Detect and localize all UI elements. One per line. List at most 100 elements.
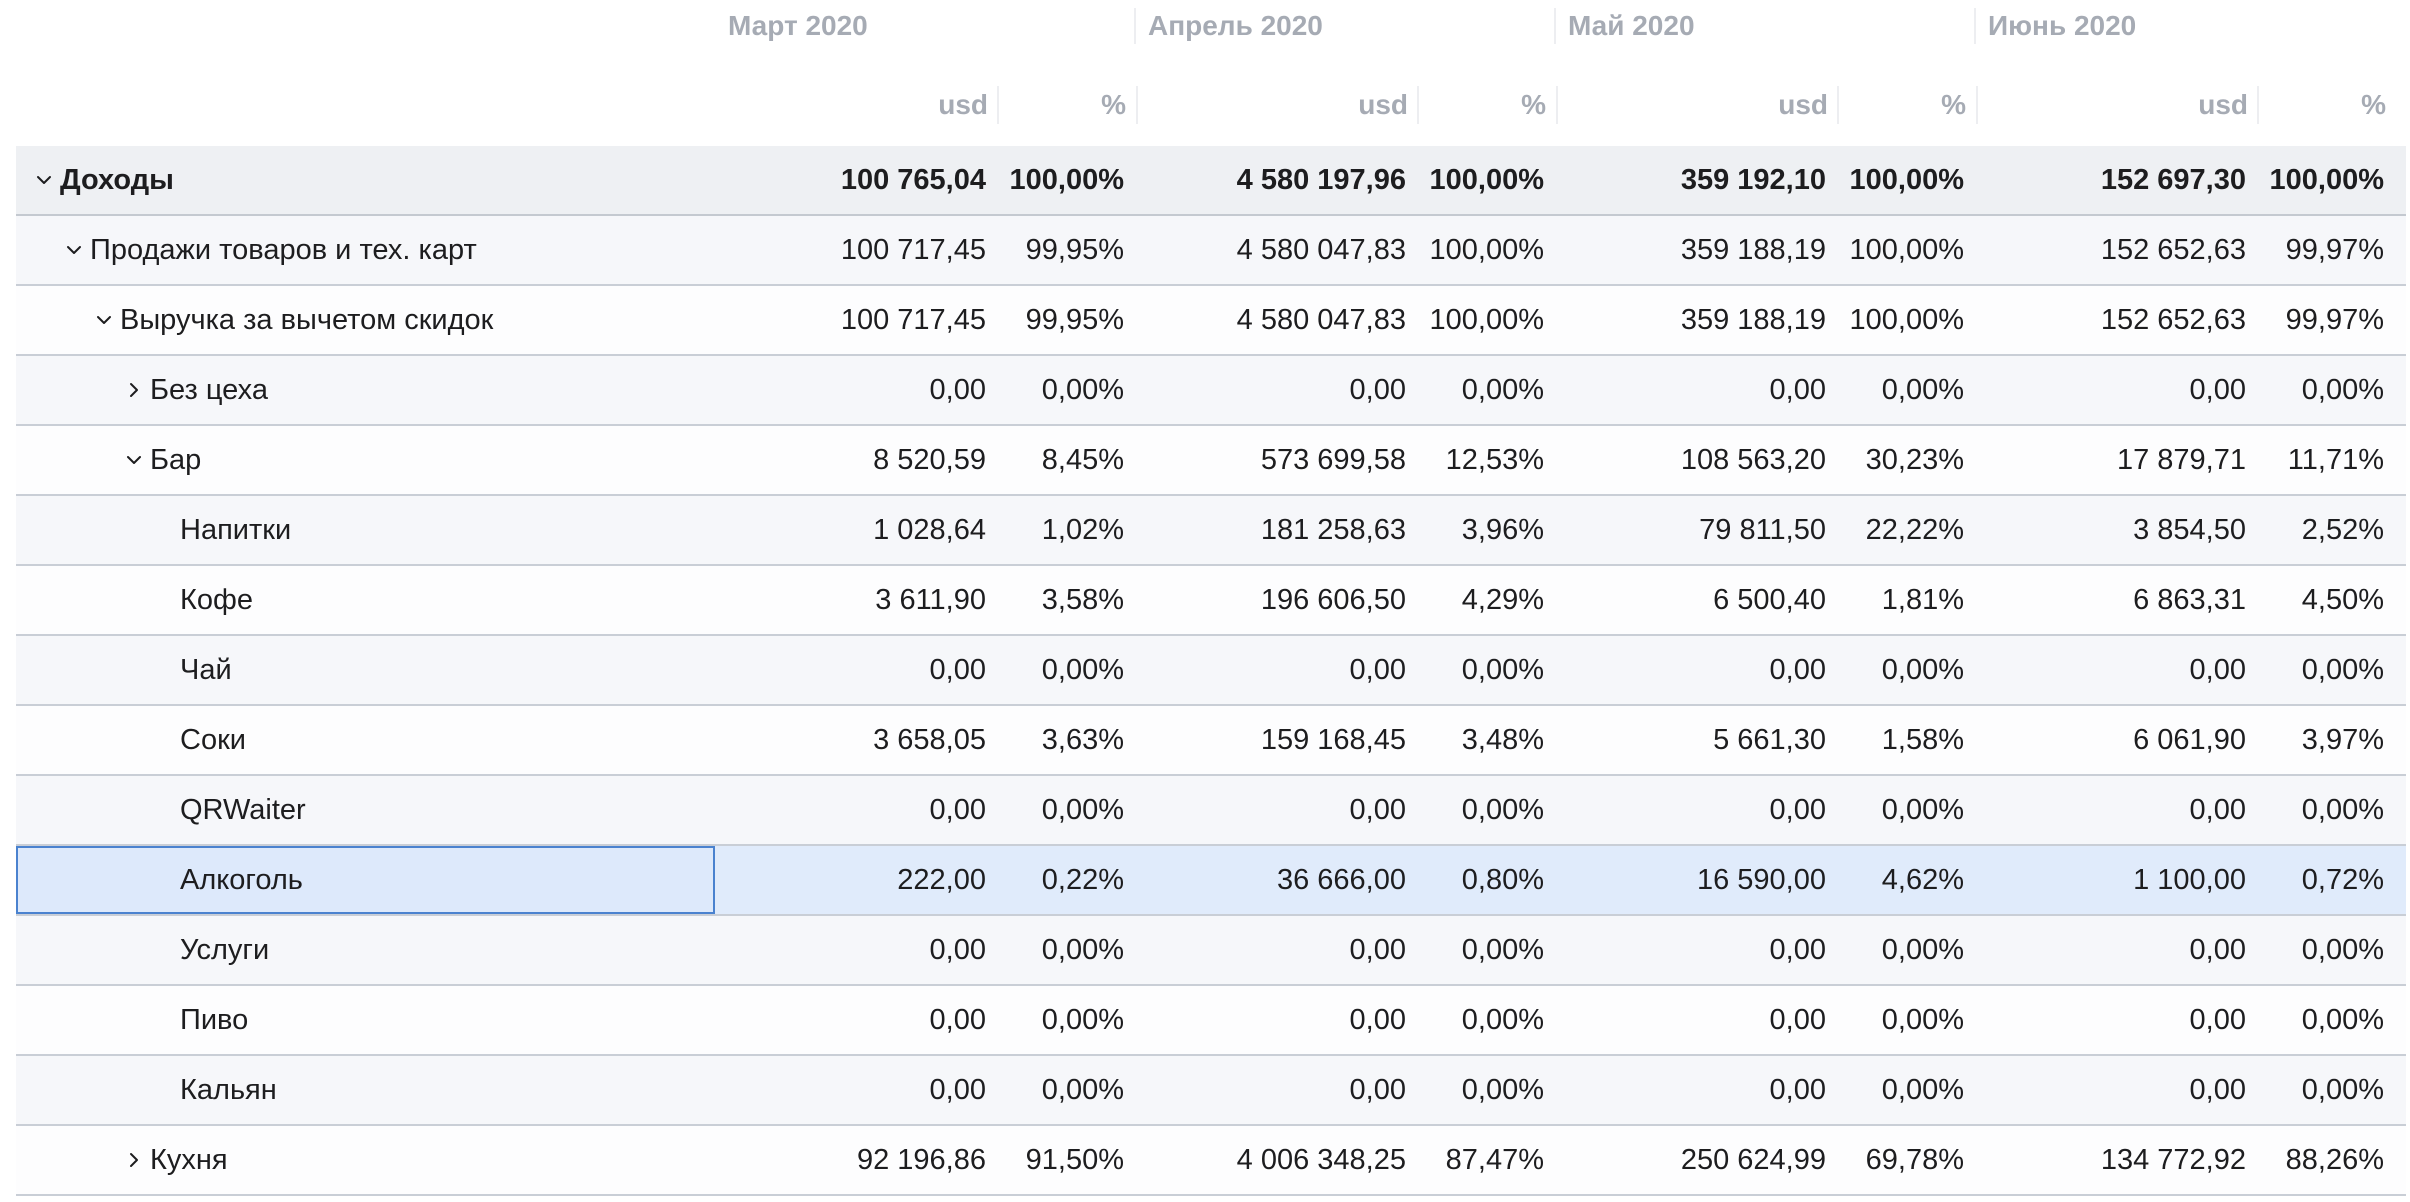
chevron-down-icon[interactable] [60, 236, 88, 264]
table-row[interactable]: Услуги 0,00 0,00% 0,00 0,00% 0,00 0,00% 0,00 0,0… [16, 916, 2406, 986]
amount-cell[interactable]: 0,00 [929, 1074, 986, 1106]
percent-cell[interactable]: 3,63% [1041, 724, 1124, 756]
row-label-cell[interactable]: Алкоголь [16, 846, 715, 914]
row-label-cell[interactable]: Кофе [16, 566, 715, 634]
amount-cell[interactable]: 0,00 [929, 374, 986, 406]
percent-cell[interactable]: 0,00% [1461, 1004, 1544, 1036]
percent-cell[interactable]: 0,00% [1461, 794, 1544, 826]
amount-cell[interactable]: 0,00 [2189, 1074, 2246, 1106]
percent-cell[interactable]: 0,00% [1881, 934, 1964, 966]
amount-cell[interactable]: 152 652,63 [2100, 234, 2246, 266]
percent-cell[interactable]: 100,00% [2269, 164, 2385, 196]
amount-column-header[interactable]: usd [1358, 89, 1408, 120]
percent-cell[interactable]: 100,00% [1009, 164, 1125, 196]
table-row[interactable]: Чай 0,00 0,00% 0,00 0,00% 0,00 0,00% 0,00 0,00% [16, 636, 2406, 706]
percent-cell[interactable]: 4,62% [1881, 864, 1964, 896]
row-label-cell[interactable]: Соки [16, 706, 715, 774]
percent-cell[interactable]: 87,47% [1445, 1144, 1544, 1176]
amount-cell[interactable]: 16 590,00 [1696, 864, 1826, 896]
row-label-cell[interactable]: Кухня [16, 1126, 715, 1194]
amount-cell[interactable]: 17 879,71 [2116, 444, 2246, 476]
amount-cell[interactable]: 0,00 [1349, 374, 1406, 406]
percent-cell[interactable]: 100,00% [1849, 164, 1965, 196]
percent-cell[interactable]: 0,00% [2301, 1074, 2384, 1106]
amount-cell[interactable]: 134 772,92 [2100, 1144, 2246, 1176]
amount-cell[interactable]: 4 580 197,96 [1236, 164, 1406, 196]
amount-cell[interactable]: 0,00 [929, 934, 986, 966]
amount-cell[interactable]: 0,00 [2189, 374, 2246, 406]
percent-cell[interactable]: 0,22% [1041, 864, 1124, 896]
amount-cell[interactable]: 5 661,30 [1713, 724, 1826, 756]
amount-cell[interactable]: 196 606,50 [1260, 584, 1406, 616]
percent-cell[interactable]: 1,02% [1041, 514, 1124, 546]
amount-cell[interactable]: 0,00 [2189, 794, 2246, 826]
amount-cell[interactable]: 0,00 [1349, 794, 1406, 826]
amount-cell[interactable]: 1 100,00 [2133, 864, 2246, 896]
amount-cell[interactable]: 0,00 [1769, 1004, 1826, 1036]
month-header-1[interactable]: Март 2020 [728, 10, 868, 41]
percent-cell[interactable]: 0,00% [1041, 934, 1124, 966]
percent-cell[interactable]: 100,00% [1849, 234, 1965, 266]
amount-cell[interactable]: 6 061,90 [2133, 724, 2246, 756]
row-label-cell[interactable]: Выручка за вычетом скидок [16, 286, 715, 354]
percent-cell[interactable]: 99,95% [1025, 234, 1124, 266]
percent-cell[interactable]: 4,29% [1461, 584, 1544, 616]
percent-cell[interactable]: 0,00% [1461, 374, 1544, 406]
table-row[interactable]: Выручка за вычетом скидок 100 717,45 99,95… [16, 286, 2406, 356]
amount-cell[interactable]: 108 563,20 [1680, 444, 1826, 476]
chevron-down-icon[interactable] [30, 166, 58, 194]
row-label-cell[interactable]: Без цеха [16, 356, 715, 424]
row-label-cell[interactable]: QRWaiter [16, 776, 715, 844]
percent-cell[interactable]: 0,00% [1881, 374, 1964, 406]
row-label-cell[interactable]: Кальян [16, 1056, 715, 1124]
percent-cell[interactable]: 3,96% [1461, 514, 1544, 546]
amount-cell[interactable]: 250 624,99 [1680, 1144, 1826, 1176]
percent-cell[interactable]: 100,00% [1429, 304, 1545, 336]
amount-cell[interactable]: 0,00 [1769, 934, 1826, 966]
amount-cell[interactable]: 6 863,31 [2133, 584, 2246, 616]
percent-cell[interactable]: 4,50% [2301, 584, 2384, 616]
amount-cell[interactable]: 100 717,45 [840, 304, 986, 336]
chevron-down-icon[interactable] [120, 446, 148, 474]
table-row[interactable]: Кофе 3 611,90 3,58% 196 606,50 4,29% 6 500,40… [16, 566, 2406, 636]
row-label-cell[interactable]: Услуги [16, 916, 715, 984]
chevron-down-icon[interactable] [90, 306, 118, 334]
amount-column-header[interactable]: usd [938, 89, 988, 120]
amount-cell[interactable]: 79 811,50 [1699, 514, 1826, 546]
table-row[interactable]: Алкоголь 222,00 0,22% 36 666,00 0,80% 16 590,… [16, 846, 2406, 916]
percent-cell[interactable]: 0,00% [1041, 794, 1124, 826]
amount-cell[interactable]: 0,00 [1769, 1074, 1826, 1106]
percent-cell[interactable]: 0,00% [1461, 934, 1544, 966]
amount-cell[interactable]: 3 854,50 [2133, 514, 2246, 546]
percent-column-header[interactable]: % [1521, 89, 1546, 120]
percent-cell[interactable]: 88,26% [2285, 1144, 2384, 1176]
amount-cell[interactable]: 0,00 [1349, 654, 1406, 686]
table-row[interactable]: Доходы 100 765,04 100,00% 4 580 197,96 100,0… [16, 146, 2406, 216]
amount-cell[interactable]: 6 500,40 [1713, 584, 1826, 616]
amount-cell[interactable]: 573 699,58 [1260, 444, 1406, 476]
amount-cell[interactable]: 0,00 [929, 654, 986, 686]
table-row[interactable]: Бар 8 520,59 8,45% 573 699,58 12,53% 108 563,… [16, 426, 2406, 496]
percent-cell[interactable]: 22,22% [1865, 514, 1964, 546]
percent-cell[interactable]: 0,80% [1461, 864, 1544, 896]
percent-cell[interactable]: 100,00% [1849, 304, 1965, 336]
amount-cell[interactable]: 4 580 047,83 [1236, 234, 1406, 266]
percent-cell[interactable]: 0,00% [1461, 1074, 1544, 1106]
table-row[interactable]: Пиво 0,00 0,00% 0,00 0,00% 0,00 0,00% 0,00 0,00% [16, 986, 2406, 1056]
amount-cell[interactable]: 4 580 047,83 [1236, 304, 1406, 336]
amount-cell[interactable]: 0,00 [1349, 1004, 1406, 1036]
percent-cell[interactable]: 69,78% [1865, 1144, 1964, 1176]
table-row[interactable]: Без цеха 0,00 0,00% 0,00 0,00% 0,00 0,00% 0,00 0… [16, 356, 2406, 426]
amount-cell[interactable]: 0,00 [929, 1004, 986, 1036]
table-row[interactable]: Кухня 92 196,86 91,50% 4 006 348,25 87,47% 25… [16, 1126, 2406, 1196]
amount-cell[interactable]: 0,00 [1349, 1074, 1406, 1106]
row-label-cell[interactable]: Напитки [16, 496, 715, 564]
row-label-cell[interactable]: Чай [16, 636, 715, 704]
percent-cell[interactable]: 99,95% [1025, 304, 1124, 336]
table-row[interactable]: QRWaiter 0,00 0,00% 0,00 0,00% 0,00 0,00% 0,00 0… [16, 776, 2406, 846]
table-row[interactable]: Продажи товаров и тех. карт 100 717,45 99,… [16, 216, 2406, 286]
percent-cell[interactable]: 1,81% [1881, 584, 1964, 616]
amount-cell[interactable]: 100 765,04 [840, 164, 986, 196]
percent-cell[interactable]: 30,23% [1865, 444, 1964, 476]
percent-cell[interactable]: 0,00% [1881, 794, 1964, 826]
